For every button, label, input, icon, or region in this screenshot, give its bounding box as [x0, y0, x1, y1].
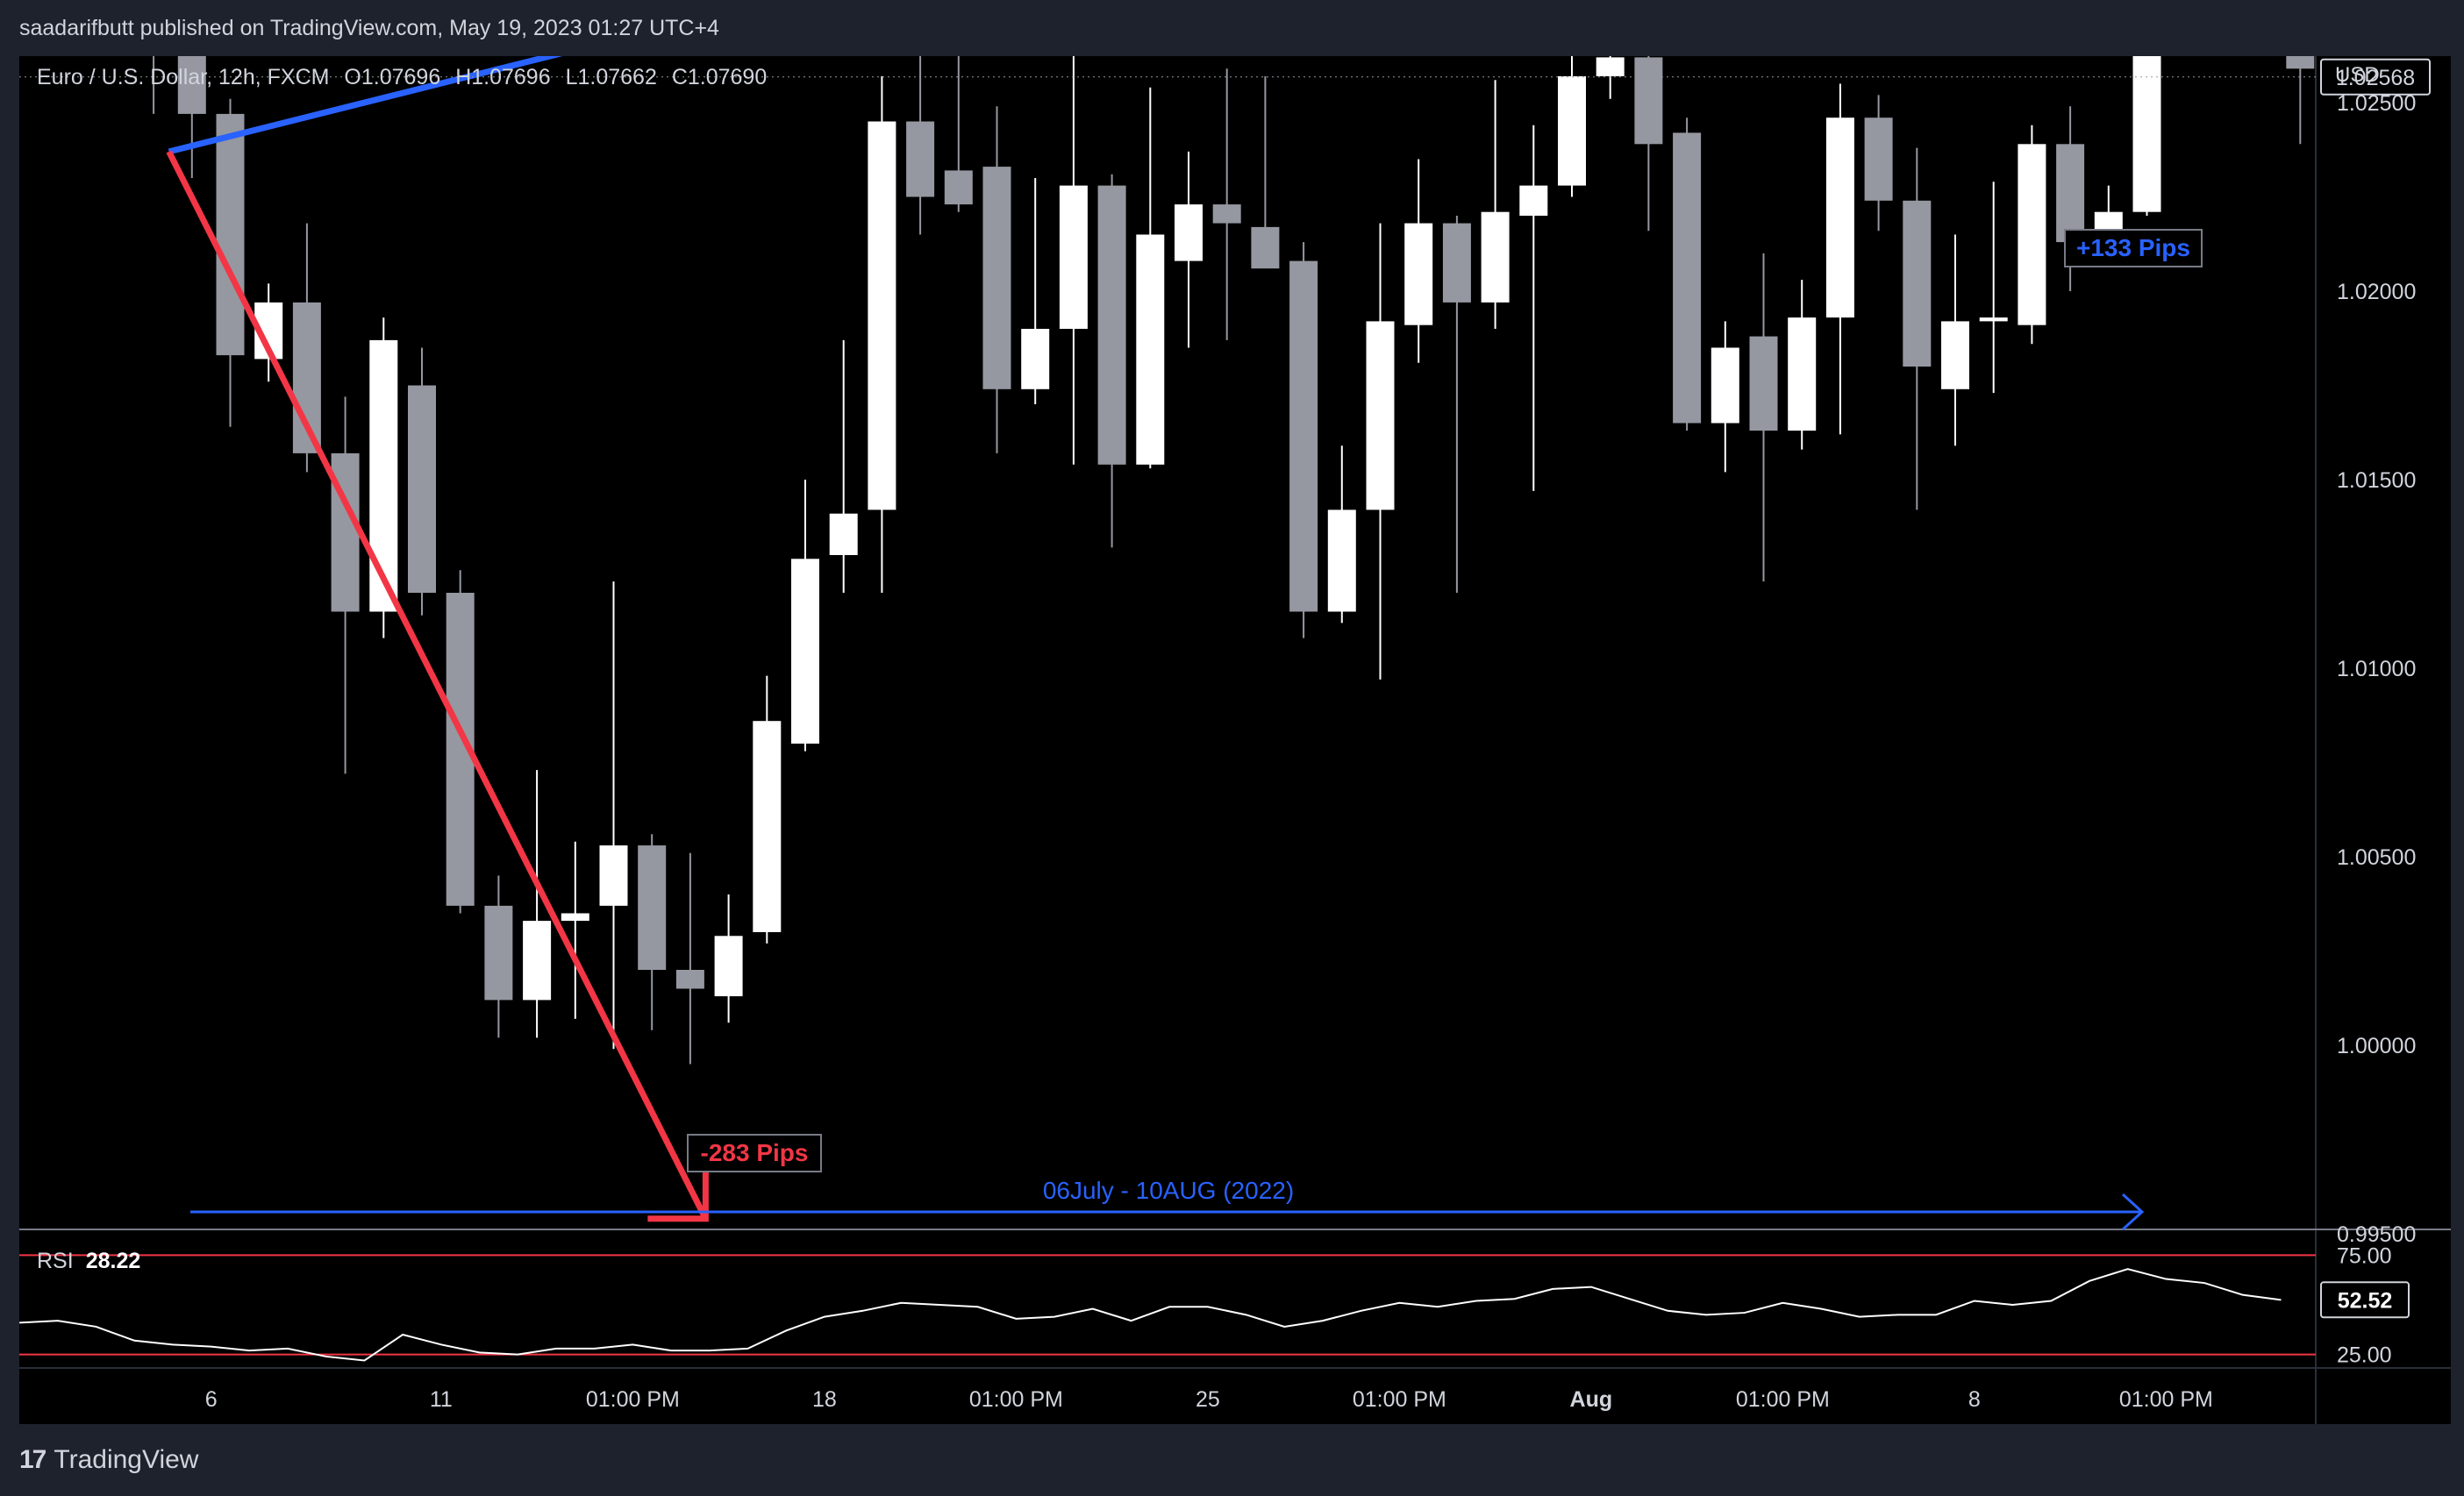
price-tick-label: 1.00500 — [2337, 845, 2416, 870]
candle-body[interactable] — [1596, 57, 1625, 76]
candle-body[interactable] — [1175, 204, 1203, 261]
time-tick-label: 01:00 PM — [2119, 1387, 2213, 1412]
rsi-value-tag[interactable] — [2320, 1281, 2410, 1319]
candle-body[interactable] — [829, 513, 858, 555]
candle-body[interactable] — [868, 121, 896, 510]
time-tick-label: 6 — [205, 1387, 218, 1412]
date-range-label: 06July - 10AUG (2022) — [1043, 1177, 1294, 1204]
currency-label: USD — [2335, 63, 2380, 87]
candle-body[interactable] — [714, 936, 743, 997]
candle-body[interactable] — [638, 845, 667, 970]
low-value: L1.07662 — [565, 65, 657, 89]
candle-body[interactable] — [753, 721, 782, 932]
candle-body[interactable] — [1366, 321, 1395, 510]
rsi-value: 28.22 — [85, 1249, 141, 1273]
candle-body[interactable] — [1903, 200, 1932, 367]
price-tick-label: 1.01500 — [2337, 468, 2416, 493]
candle-body[interactable] — [1711, 347, 1739, 424]
candle-body[interactable] — [1251, 226, 1280, 269]
candle-body[interactable] — [2132, 56, 2161, 212]
time-tick-label: 01:00 PM — [586, 1387, 680, 1412]
candle-body[interactable] — [599, 845, 628, 906]
candle-body[interactable] — [1136, 234, 1165, 465]
down-pips-box — [687, 1134, 822, 1172]
symbol-name: Euro / U.S. Dollar, 12h, FXCM — [37, 65, 330, 89]
candle-body[interactable] — [1059, 185, 1088, 329]
time-tick-label: 01:00 PM — [1353, 1387, 1446, 1412]
up-trendline[interactable] — [168, 56, 2170, 155]
up-pips-box — [2064, 229, 2203, 267]
candle-body[interactable] — [177, 56, 206, 114]
candle-body[interactable] — [1097, 185, 1126, 465]
publisher-line: saadarifbutt published on TradingView.co… — [19, 16, 719, 40]
candle-body[interactable] — [1825, 118, 1854, 318]
candle-body[interactable] — [1673, 132, 1702, 424]
close-value: C1.07690 — [671, 65, 768, 89]
candle-body[interactable] — [1327, 509, 1356, 612]
time-tick-label: 8 — [1968, 1387, 1981, 1412]
current-price-tag[interactable] — [2320, 58, 2431, 96]
candle-body[interactable] — [1442, 223, 1471, 303]
price-tick-label: 1.01000 — [2337, 657, 2416, 681]
time-tick-label: 01:00 PM — [969, 1387, 1063, 1412]
candle-body[interactable] — [1864, 118, 1893, 201]
time-tick-label: Aug — [1570, 1387, 1613, 1412]
candle-body[interactable] — [2056, 144, 2085, 243]
candle-body[interactable] — [2286, 56, 2315, 69]
time-tick-label: 18 — [812, 1387, 837, 1412]
time-tick-label: 01:00 PM — [1736, 1387, 1830, 1412]
candle-body[interactable] — [1749, 336, 1778, 431]
publisher-header: saadarifbutt published on TradingView.co… — [0, 0, 2464, 56]
down-trendline[interactable] — [166, 150, 709, 1221]
candle-body[interactable] — [1021, 329, 1050, 389]
candle-body[interactable] — [408, 385, 436, 594]
candle-body[interactable] — [982, 167, 1011, 389]
rsi-value-tag-label: 52.52 — [2338, 1288, 2393, 1313]
candle-body[interactable] — [1289, 260, 1318, 612]
up-pips-label: +133 Pips — [2076, 234, 2190, 261]
brand-name: TradingView — [54, 1445, 199, 1474]
chart-panel[interactable]: 0.99500 1.00000 1.00500 1.01000 1.01500 1.020… — [19, 56, 2451, 1424]
candle-body[interactable] — [1404, 223, 1433, 325]
candle-body[interactable] — [1519, 185, 1548, 216]
price-tick-label: 1.02000 — [2337, 280, 2416, 304]
price-chart[interactable]: 0.99500 1.00000 1.00500 1.01000 1.01500 1.020… — [19, 56, 2451, 1424]
tradingview-logo[interactable]: 17 TradingView — [19, 1445, 198, 1475]
candle-body[interactable] — [561, 913, 589, 922]
rsi-line[interactable] — [19, 1268, 2282, 1362]
price-tick-label: 0.99500 — [2337, 1222, 2416, 1247]
candle-body[interactable] — [1788, 317, 1817, 431]
current-price-label: 1.02568 — [2336, 66, 2415, 90]
time-tick-label: 11 — [430, 1387, 453, 1412]
candle-body[interactable] — [484, 905, 513, 1001]
price-tick-label: 1.00000 — [2337, 1034, 2416, 1058]
down-pips-label: -283 Pips — [701, 1139, 809, 1166]
tradingview-logo-icon: 17 — [19, 1445, 46, 1474]
open-value: O1.07696 — [344, 65, 441, 89]
rsi-label: RSI — [37, 1249, 74, 1273]
candle-body[interactable] — [1481, 211, 1510, 303]
time-tick-label: 25 — [1196, 1387, 1220, 1412]
candle-body[interactable] — [906, 121, 935, 197]
candle-body[interactable] — [1212, 204, 1241, 224]
candle-body[interactable] — [675, 970, 704, 989]
footer-bar: 17 TradingView — [0, 1424, 2464, 1496]
down-arrowhead — [647, 1164, 709, 1222]
candle-body[interactable] — [791, 559, 819, 744]
candle-body[interactable] — [1941, 321, 1969, 389]
candle-body[interactable] — [523, 921, 552, 1001]
candle-body[interactable] — [1979, 317, 2008, 322]
candle-body[interactable] — [1558, 75, 1586, 186]
candle-body[interactable] — [369, 339, 398, 612]
rsi-lower-label: 25.00 — [2337, 1343, 2392, 1368]
candle-body[interactable] — [944, 170, 973, 205]
candle-body[interactable] — [216, 113, 245, 356]
symbol-legend: Euro / U.S. Dollar, 12h, FXCM O1.07696 H… — [37, 65, 775, 90]
candle-body[interactable] — [1634, 57, 1663, 145]
rsi-upper-label: 75.00 — [2337, 1243, 2392, 1268]
date-range-arrowhead — [2121, 1193, 2145, 1231]
rsi-legend: RSI 28.22 — [37, 1249, 140, 1274]
candle-body[interactable] — [2018, 144, 2046, 325]
high-value: H1.07696 — [455, 65, 551, 89]
